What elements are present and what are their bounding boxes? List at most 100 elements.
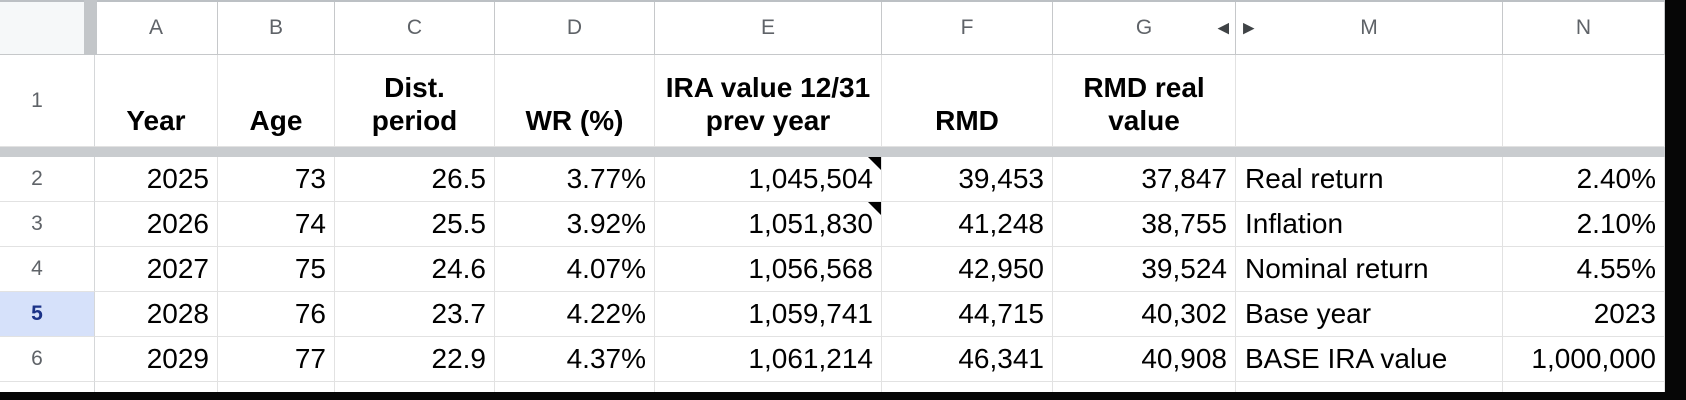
cell-b1[interactable]: Age	[218, 55, 335, 147]
row-header-3[interactable]: 3	[0, 202, 95, 247]
column-header-f[interactable]: F	[882, 2, 1053, 55]
cell-f4[interactable]: 42,950	[882, 247, 1053, 292]
cell-f2[interactable]: 39,453	[882, 157, 1053, 202]
cell-d6[interactable]: 4.37%	[495, 337, 655, 382]
row-header-2[interactable]: 2	[0, 157, 95, 202]
cell-e2[interactable]: 1,045,504	[655, 157, 882, 202]
cell-a5[interactable]: 2028	[95, 292, 218, 337]
column-header-d[interactable]: D	[495, 2, 655, 55]
cell-g2[interactable]: 37,847	[1053, 157, 1236, 202]
row-number: 2	[31, 167, 43, 190]
cell-f7[interactable]	[882, 382, 1053, 392]
row-header-6[interactable]: 6	[0, 337, 95, 382]
column-header-e[interactable]: E	[655, 2, 882, 55]
cell-n4[interactable]: 4.55%	[1503, 247, 1665, 292]
cell-c7[interactable]	[335, 382, 495, 392]
column-letter: F	[960, 16, 974, 39]
cell-d5[interactable]: 4.22%	[495, 292, 655, 337]
cell-e1[interactable]: IRA value 12/31 prev year	[655, 55, 882, 147]
cell-a2[interactable]: 2025	[95, 157, 218, 202]
cell-f3[interactable]: 41,248	[882, 202, 1053, 247]
cell-m2[interactable]: Real return	[1236, 157, 1503, 202]
frozen-row-divider[interactable]	[0, 147, 1665, 157]
cell-value: 1,051,830	[748, 208, 873, 239]
select-all-corner[interactable]	[0, 2, 95, 55]
frozen-column-divider[interactable]	[84, 0, 97, 55]
cell-f5[interactable]: 44,715	[882, 292, 1053, 337]
row-header-4[interactable]: 4	[0, 247, 95, 292]
cell-b3[interactable]: 74	[218, 202, 335, 247]
column-header-c[interactable]: C	[335, 2, 495, 55]
cell-b6[interactable]: 77	[218, 337, 335, 382]
unhide-columns-left-icon[interactable]: ◀	[1217, 19, 1229, 37]
cell-b4[interactable]: 75	[218, 247, 335, 292]
column-header-g[interactable]: G ◀	[1053, 2, 1236, 55]
cell-c5[interactable]: 23.7	[335, 292, 495, 337]
row-number: 5	[31, 302, 43, 325]
column-letter: A	[148, 16, 163, 39]
cell-e5[interactable]: 1,059,741	[655, 292, 882, 337]
row-number: 6	[31, 347, 43, 370]
cell-c2[interactable]: 26.5	[335, 157, 495, 202]
cell-a3[interactable]: 2026	[95, 202, 218, 247]
column-letter: D	[566, 16, 583, 39]
cell-d7[interactable]	[495, 382, 655, 392]
cell-g3[interactable]: 38,755	[1053, 202, 1236, 247]
cell-m3[interactable]: Inflation	[1236, 202, 1503, 247]
cell-a6[interactable]: 2029	[95, 337, 218, 382]
column-header-m[interactable]: ▶ M	[1236, 2, 1503, 55]
cell-n1[interactable]	[1503, 55, 1665, 147]
cell-value: 1,045,504	[748, 163, 873, 194]
cell-m7[interactable]	[1236, 382, 1503, 392]
cell-d3[interactable]: 3.92%	[495, 202, 655, 247]
cell-g6[interactable]: 40,908	[1053, 337, 1236, 382]
cell-m6[interactable]: BASE IRA value	[1236, 337, 1503, 382]
cell-a4[interactable]: 2027	[95, 247, 218, 292]
cell-m4[interactable]: Nominal return	[1236, 247, 1503, 292]
cell-d4[interactable]: 4.07%	[495, 247, 655, 292]
cell-e3[interactable]: 1,051,830	[655, 202, 882, 247]
cell-c3[interactable]: 25.5	[335, 202, 495, 247]
column-letter: M	[1360, 16, 1378, 39]
unhide-columns-right-icon[interactable]: ▶	[1243, 19, 1255, 37]
cell-n7[interactable]	[1503, 382, 1665, 392]
cell-d2[interactable]: 3.77%	[495, 157, 655, 202]
cell-b2[interactable]: 73	[218, 157, 335, 202]
cell-n2[interactable]: 2.40%	[1503, 157, 1665, 202]
cell-m1[interactable]	[1236, 55, 1503, 147]
cell-b5[interactable]: 76	[218, 292, 335, 337]
screenshot-bottom-edge	[0, 392, 1686, 400]
screenshot-right-edge	[1665, 0, 1686, 400]
cell-c4[interactable]: 24.6	[335, 247, 495, 292]
cell-e6[interactable]: 1,061,214	[655, 337, 882, 382]
cell-c1[interactable]: Dist. period	[335, 55, 495, 147]
row-header-7[interactable]	[0, 382, 95, 392]
column-letter: E	[760, 16, 775, 39]
row-header-5-selected[interactable]: 5	[0, 292, 95, 337]
column-letter: G	[1135, 16, 1153, 39]
cell-g1[interactable]: RMD real value	[1053, 55, 1236, 147]
column-header-a[interactable]: A	[95, 2, 218, 55]
cell-g7[interactable]	[1053, 382, 1236, 392]
cell-f6[interactable]: 46,341	[882, 337, 1053, 382]
cell-f1[interactable]: RMD	[882, 55, 1053, 147]
cell-a1[interactable]: Year	[95, 55, 218, 147]
cell-c6[interactable]: 22.9	[335, 337, 495, 382]
column-header-b[interactable]: B	[218, 2, 335, 55]
row-header-1[interactable]: 1	[0, 55, 95, 147]
row-number: 1	[31, 88, 43, 112]
cell-m5[interactable]: Base year	[1236, 292, 1503, 337]
cell-g4[interactable]: 39,524	[1053, 247, 1236, 292]
column-header-n[interactable]: N	[1503, 2, 1665, 55]
cell-n6[interactable]: 1,000,000	[1503, 337, 1665, 382]
cell-e7[interactable]	[655, 382, 882, 392]
sheet-row-2: 2 2025 73 26.5 3.77% 1,045,504 39,453 37…	[0, 157, 1665, 202]
cell-b7[interactable]	[218, 382, 335, 392]
cell-a7[interactable]	[95, 382, 218, 392]
cell-d1[interactable]: WR (%)	[495, 55, 655, 147]
cell-e4[interactable]: 1,056,568	[655, 247, 882, 292]
cell-g5[interactable]: 40,302	[1053, 292, 1236, 337]
cell-n3[interactable]: 2.10%	[1503, 202, 1665, 247]
cell-n5[interactable]: 2023	[1503, 292, 1665, 337]
